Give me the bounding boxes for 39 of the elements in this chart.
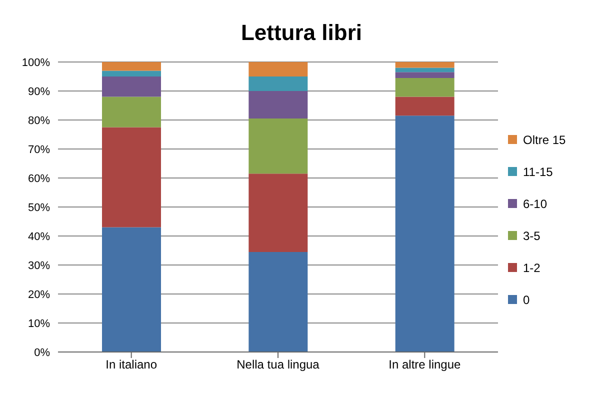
y-tick-label: 20%: [28, 288, 50, 301]
y-tick-label: 0%: [34, 346, 50, 359]
legend-label: 0: [523, 292, 530, 306]
y-tick-label: 80%: [28, 114, 50, 127]
y-tick-label: 30%: [28, 260, 50, 272]
bar: [395, 78, 454, 97]
bar: [102, 96, 161, 128]
bar: [395, 96, 454, 116]
y-tick-label: 40%: [28, 230, 50, 243]
bar: [248, 76, 308, 91]
bar: [102, 127, 161, 228]
legend-label: 11-15: [523, 164, 553, 178]
y-tick-label: 70%: [28, 144, 50, 156]
chart-title: Lettura libri: [240, 19, 363, 47]
bar: [102, 76, 161, 97]
bar: [102, 70, 161, 76]
x-tick-label: In italiano: [106, 358, 158, 372]
legend-label: 6-10: [523, 196, 548, 210]
bar: [248, 118, 308, 174]
y-tick-label: 100%: [22, 56, 50, 69]
bar: [248, 62, 308, 76]
legend-label: 1-2: [523, 260, 540, 274]
y-tick-label: 50%: [28, 202, 50, 214]
bar: [395, 62, 454, 68]
y-tick-label: 10%: [28, 318, 50, 330]
y-tick-label: 90%: [28, 86, 50, 98]
y-tick-label: 60%: [28, 172, 50, 185]
bar: [395, 68, 454, 72]
bar: [248, 252, 308, 352]
bar: [102, 62, 161, 71]
bar: [248, 91, 308, 119]
legend-label: 3-5: [523, 228, 540, 242]
x-tick-label: Nella tua lingua: [236, 358, 320, 372]
x-tick-label: In altre lingue: [388, 358, 462, 372]
legend-label: Oltre 15: [523, 132, 566, 146]
bar: [395, 72, 454, 78]
bar: [395, 116, 454, 352]
bar: [102, 227, 161, 352]
bar: [248, 174, 308, 252]
